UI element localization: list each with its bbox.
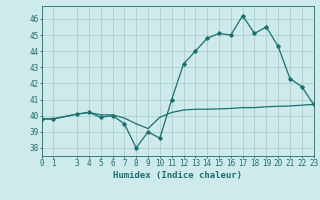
X-axis label: Humidex (Indice chaleur): Humidex (Indice chaleur) xyxy=(113,171,242,180)
